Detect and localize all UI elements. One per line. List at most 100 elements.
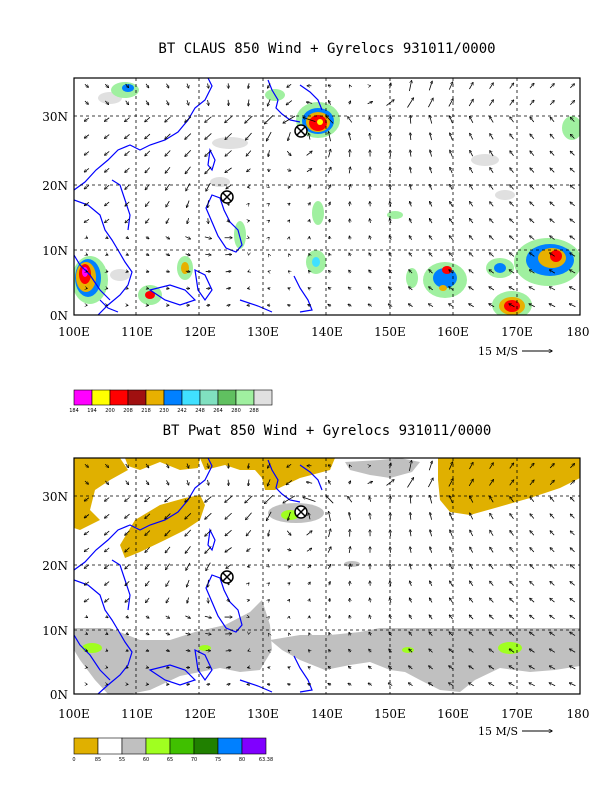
wind-vector: [185, 166, 191, 174]
wind-vector: [106, 254, 108, 255]
wind-vector: [84, 480, 88, 484]
wind-vector: [530, 514, 535, 519]
wind-vector: [470, 581, 474, 586]
wind-vector: [370, 513, 371, 520]
y-tick-label: 10N: [42, 624, 68, 638]
wind-vector: [509, 666, 515, 670]
wind-vector: [570, 615, 576, 620]
wind-vector: [530, 151, 535, 156]
wind-vector: [369, 497, 370, 502]
colorbar-swatch: [97, 737, 123, 755]
wind-vector: [430, 116, 433, 124]
wind-vector: [226, 667, 230, 668]
wind-vector: [247, 168, 251, 172]
wind-vector: [84, 100, 88, 104]
wind-vector: [187, 83, 189, 88]
wind-vector: [449, 236, 453, 241]
wind-vector: [105, 167, 110, 172]
wind-vector: [349, 649, 351, 652]
wind-vector: [408, 304, 413, 307]
wind-vector: [449, 270, 454, 274]
wind-vector: [246, 530, 252, 535]
wind-vector: [329, 253, 330, 255]
colorbar-label: 55: [119, 757, 125, 763]
wind-vector: [309, 254, 310, 256]
wind-vector: [469, 666, 474, 670]
wind-vector: [449, 683, 454, 687]
wind-vector: [550, 151, 555, 156]
wind-vector: [125, 150, 130, 155]
wind-vector: [410, 513, 411, 520]
wind-vector: [145, 100, 149, 105]
wind-vector: [145, 616, 149, 618]
wind-vector: [185, 149, 192, 156]
wind-vector: [328, 132, 331, 142]
wind-vector: [208, 83, 209, 88]
panel-2: BT Pwat 850 Wind + Gyrelocs 931011/0000: [42, 423, 589, 763]
wind-vector: [167, 100, 169, 104]
wind-vector: [309, 513, 310, 520]
wind-vector: [469, 236, 474, 241]
wind-vector: [489, 253, 494, 257]
x-tick-label: 160E: [437, 325, 469, 339]
wind-vector: [84, 463, 88, 467]
colorbar-label: 230: [159, 408, 169, 414]
wind-vector: [105, 480, 108, 484]
wind-vector: [570, 219, 576, 223]
wind-vector: [246, 150, 252, 156]
wind-vector: [309, 271, 310, 273]
wind-vector: [509, 287, 515, 291]
wind-vector: [106, 237, 108, 238]
wind-vector: [226, 564, 231, 568]
wind-vector: [430, 513, 432, 520]
wind-vector: [145, 237, 149, 239]
wind-vector: [185, 633, 191, 634]
wind-vector: [248, 83, 249, 88]
wind-vector: [449, 649, 454, 653]
wind-vector: [490, 134, 494, 140]
wind-vector: [349, 185, 350, 190]
wind-vector: [388, 304, 393, 307]
wind-vector: [429, 219, 433, 224]
wind-vector: [349, 564, 350, 570]
wind-vector: [510, 581, 514, 586]
x-tick-label: 100E: [58, 707, 90, 721]
wind-vector: [208, 100, 209, 105]
wind-vector: [84, 201, 90, 205]
wind-vector: [550, 185, 555, 190]
wind-vector: [268, 83, 271, 88]
wind-vector: [369, 270, 371, 274]
x-tick-label: 140E: [311, 707, 343, 721]
wind-vector: [530, 219, 535, 224]
wind-vector: [227, 599, 229, 601]
wind-vector: [226, 185, 231, 188]
colorbar-label: 75: [215, 757, 221, 763]
wind-vector: [225, 116, 233, 123]
wind-vector: [328, 683, 332, 685]
wind-vector: [86, 650, 87, 651]
x-tick-label: 140E: [311, 325, 343, 339]
colorbar-label: 200: [105, 408, 115, 414]
wind-vector: [490, 581, 494, 586]
wind-vector: [390, 547, 391, 553]
wind-vector: [490, 185, 494, 190]
x-tick-label: 160E: [437, 707, 469, 721]
wind-vector: [370, 133, 371, 140]
wind-vector: [288, 271, 289, 272]
panel-2-pwat-fill: [74, 458, 580, 694]
wind-vector: [105, 117, 110, 122]
gyre-location-marker: [294, 124, 308, 138]
wind-vector: [208, 463, 209, 468]
wind-vector: [328, 149, 331, 158]
wind-vector: [450, 133, 453, 140]
wind-vector: [205, 149, 212, 156]
wind-vector: [306, 548, 312, 552]
wind-vector: [329, 481, 331, 485]
wind-vector: [510, 236, 515, 240]
wind-vector: [368, 666, 372, 669]
wind-vector: [349, 85, 350, 86]
wind-vector: [490, 117, 494, 123]
wind-vector: [288, 650, 289, 651]
vector-reference-label: 15 M/S: [478, 725, 518, 738]
wind-vector: [570, 253, 576, 257]
